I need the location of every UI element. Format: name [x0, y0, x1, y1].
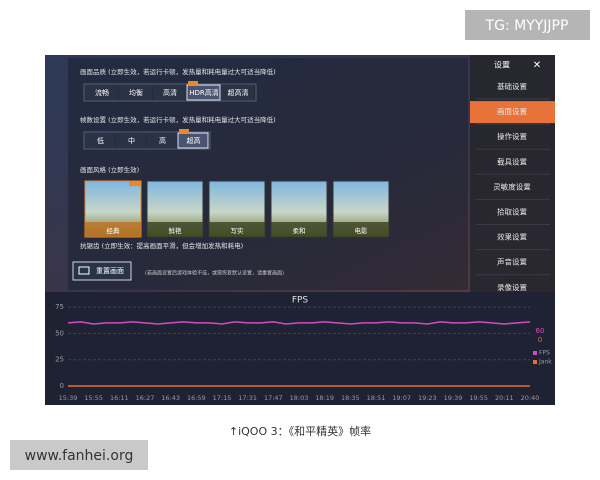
watermark: www.fanhei.org — [25, 448, 134, 464]
x-tick-label: 16:43 — [161, 394, 180, 402]
style-ground — [271, 222, 327, 237]
style-label: 写实 — [231, 226, 245, 235]
x-tick-label: 16:11 — [110, 394, 129, 402]
sidebar-selected — [470, 101, 555, 124]
style-ground — [85, 222, 141, 237]
style-label: 经典 — [107, 226, 121, 235]
x-tick-label: 19:23 — [418, 394, 437, 402]
x-tick-label: 18:35 — [341, 394, 360, 402]
option-label: 流畅 — [95, 88, 109, 97]
style-label: 画面风格 (立即生效) — [80, 165, 139, 174]
x-tick-label: 16:27 — [136, 394, 155, 402]
option-label: 低 — [97, 136, 104, 145]
sidebar-item[interactable]: 基础设置 — [497, 81, 527, 91]
x-tick-label: 16:59 — [187, 394, 206, 402]
y-tick-label: 50 — [55, 329, 64, 337]
y-tick-label: 75 — [55, 303, 64, 311]
style-label: 电影 — [355, 226, 369, 235]
fps-label: 帧数设置 (立即生效，若运行卡顿，发热量和耗电量过大可适当降低) — [80, 115, 276, 124]
sidebar-item[interactable]: 灵敏度设置 — [493, 181, 531, 191]
option-label: 超高清 — [228, 88, 249, 97]
option-button[interactable] — [119, 85, 152, 100]
style-label: 柔和 — [293, 226, 306, 235]
option-button[interactable] — [85, 133, 115, 148]
sidebar-item[interactable]: 画面设置 — [497, 106, 527, 116]
game-screen: 画面品质 (立即生效，若运行卡顿，发热量和耗电量过大可适当降低) 帧数设置 (立… — [45, 55, 555, 292]
sidebar-item[interactable]: 声音设置 — [497, 257, 527, 267]
sidebar-title: 设置 — [494, 60, 510, 70]
option-button[interactable] — [116, 133, 146, 148]
reset-button-text: 重置画面 — [96, 267, 124, 275]
reset-note: (若画面设置后游戏体验不佳，或需恢复默认设置，请重置画面) — [145, 270, 284, 277]
current-value: 60 — [536, 327, 545, 335]
sidebar-item[interactable]: 效果设置 — [497, 232, 527, 242]
antialias-label: 抗锯齿 (立即生效：提高画面平滑，但会增加发热和耗电) — [80, 241, 243, 250]
legend-swatch — [533, 360, 537, 364]
x-tick-label: 15:39 — [59, 394, 78, 402]
x-tick-label: 17:15 — [213, 394, 232, 402]
watermark: TG: MYYJJPP — [485, 18, 569, 34]
sidebar-item[interactable]: 载具设置 — [497, 156, 527, 166]
style-ground — [147, 222, 203, 237]
option-label: 高 — [159, 136, 166, 145]
button-group — [83, 83, 257, 102]
option-label: 超高 — [187, 136, 201, 145]
x-tick-label: 18:03 — [290, 394, 309, 402]
style-tag — [129, 181, 141, 186]
option-label: 中 — [128, 136, 135, 145]
option-label: 均衡 — [129, 88, 143, 97]
watermark-box — [465, 10, 590, 40]
reset-icon — [78, 266, 90, 275]
x-tick-label: 20:40 — [521, 394, 540, 402]
button-group — [83, 131, 211, 150]
x-tick-label: 19:07 — [392, 394, 411, 402]
chart-title: FPS — [292, 296, 309, 306]
option-label: 高清 — [163, 88, 177, 97]
option-button[interactable] — [153, 85, 186, 100]
x-tick-label: 19:55 — [469, 394, 488, 402]
y-tick-label: 25 — [55, 356, 64, 364]
watermark-box — [10, 440, 148, 470]
quality-label: 画面品质 (立即生效，若运行卡顿，发热量和耗电量过大可适当降低) — [80, 67, 276, 76]
option-button[interactable] — [186, 84, 221, 101]
y-tick-label: 0 — [60, 382, 64, 390]
option-button[interactable] — [147, 133, 177, 148]
legend-swatch — [533, 351, 537, 355]
sidebar-item[interactable]: 录像设置 — [497, 282, 527, 292]
sidebar-item[interactable]: 拾取设置 — [497, 207, 527, 217]
series-line — [67, 321, 531, 325]
x-tick-label: 20:11 — [495, 394, 514, 402]
option-button[interactable] — [177, 132, 209, 149]
option-label: HDR高清 — [189, 88, 219, 97]
x-tick-label: 17:47 — [264, 394, 283, 402]
x-tick-label: 18:19 — [315, 394, 334, 402]
sidebar — [470, 55, 555, 292]
option-tag — [179, 129, 189, 133]
option-button[interactable] — [85, 85, 118, 100]
current-value: 0 — [538, 336, 542, 344]
x-tick-label: 18:51 — [367, 394, 386, 402]
x-tick-label: 19:39 — [444, 394, 463, 402]
style-label: 鲜艳 — [169, 226, 183, 235]
style-ground — [209, 222, 265, 237]
close-button[interactable]: ✕ — [533, 60, 541, 71]
x-tick-label: 15:55 — [84, 394, 103, 402]
style-ground — [333, 222, 389, 237]
legend-label: FPS — [539, 350, 550, 357]
caption: ↑iQOO 3：《和平精英》帧率 — [229, 424, 371, 438]
legend-label: Jank — [538, 359, 552, 366]
chart-background — [45, 292, 555, 405]
option-tag — [188, 81, 198, 85]
sidebar-item[interactable]: 操作设置 — [497, 131, 527, 141]
option-button[interactable] — [221, 85, 254, 100]
x-tick-label: 17:31 — [238, 394, 257, 402]
